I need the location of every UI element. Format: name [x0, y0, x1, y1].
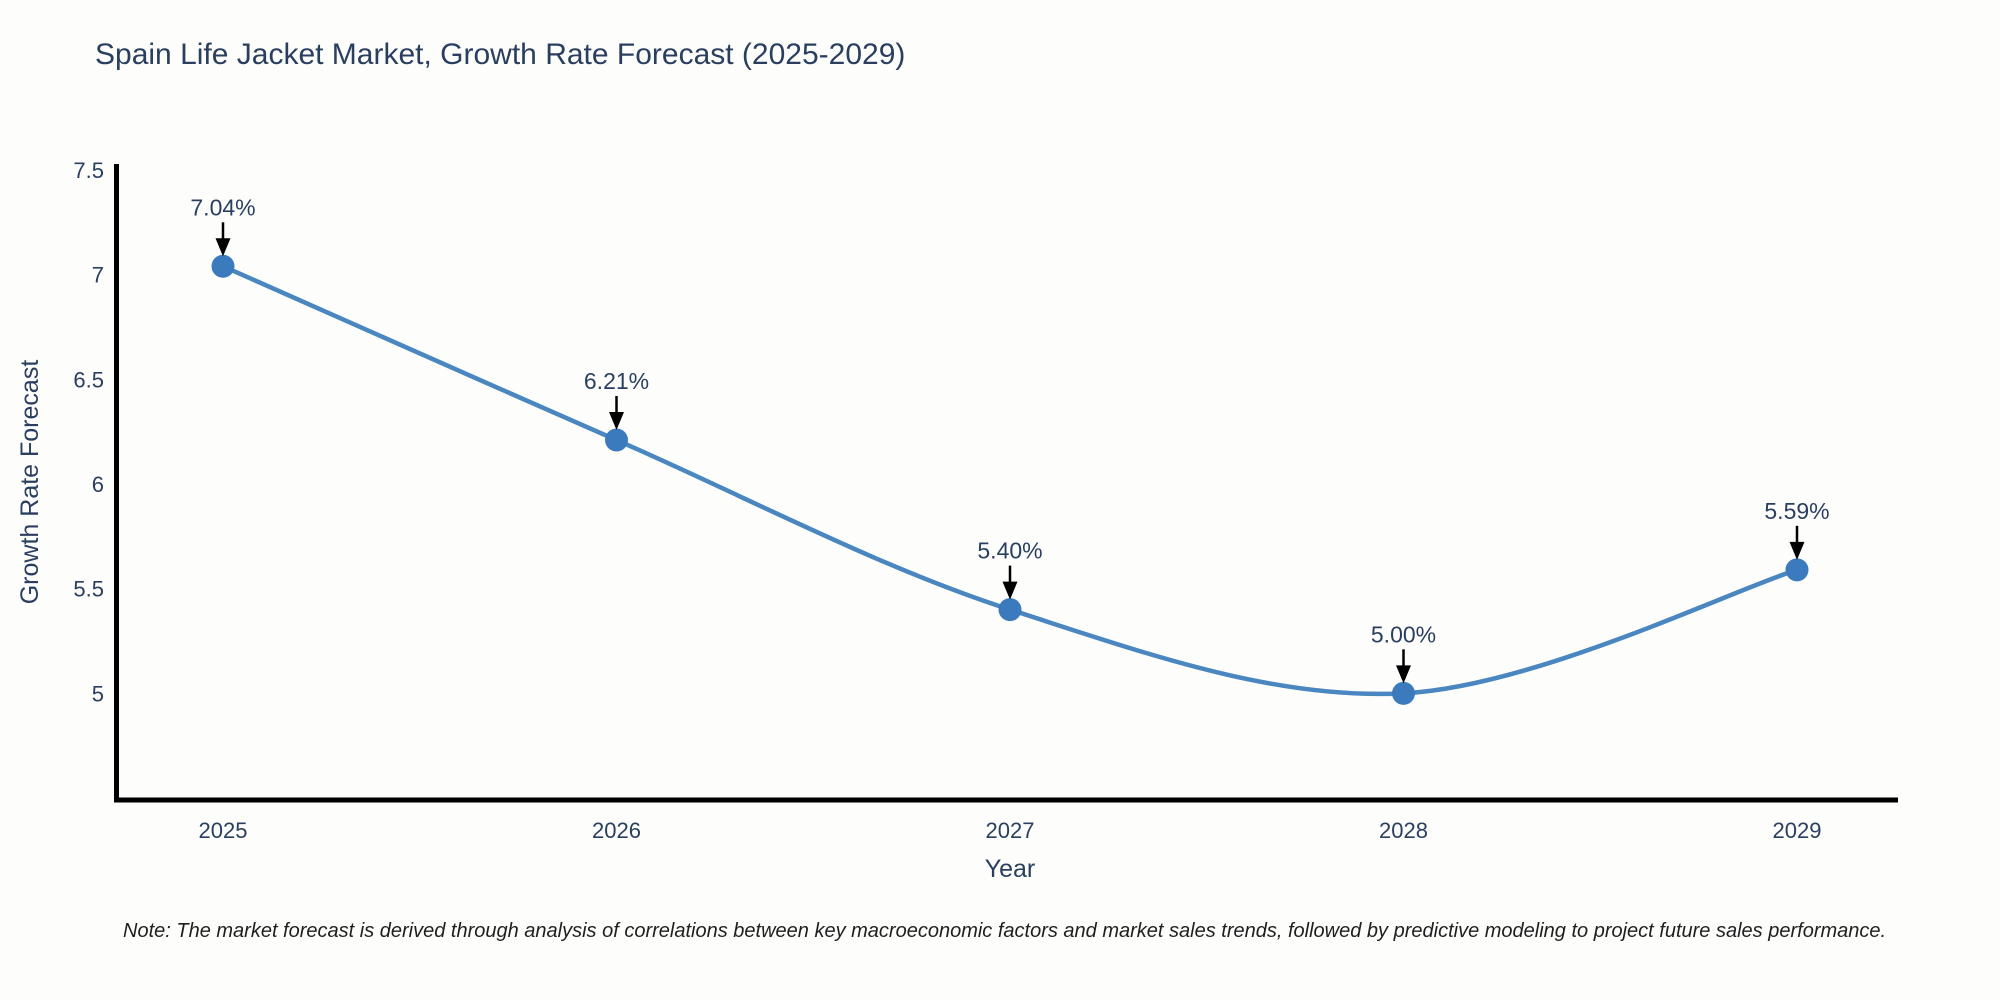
- data-point-marker: [1392, 681, 1415, 705]
- y-tick-label: 6: [92, 472, 104, 497]
- annotation-label: 5.59%: [1764, 498, 1829, 524]
- x-tick-label: 2026: [592, 818, 641, 843]
- annotation-arrowhead: [1396, 665, 1411, 684]
- forecast-line: [222, 264, 1798, 697]
- y-tick-label: 7.5: [73, 158, 104, 183]
- annotation-label: 5.00%: [1371, 621, 1436, 647]
- annotation-arrowhead: [1002, 581, 1018, 600]
- annotation-label: 7.04%: [190, 194, 255, 220]
- x-tick-label: 2027: [986, 818, 1035, 843]
- annotation-label: 6.21%: [584, 368, 649, 394]
- data-point-marker: [211, 254, 235, 278]
- x-axis-title: Year: [985, 855, 1036, 883]
- data-point-marker: [1785, 558, 1809, 582]
- annotation-arrowhead: [215, 238, 231, 257]
- y-tick-label: 5: [92, 681, 104, 706]
- x-tick-label: 2028: [1379, 818, 1428, 843]
- y-tick-label: 5.5: [73, 577, 104, 602]
- data-point-marker: [605, 428, 628, 452]
- x-tick-label: 2025: [199, 818, 248, 843]
- x-tick-label: 2029: [1773, 818, 1822, 843]
- annotation-arrowhead: [1789, 541, 1805, 560]
- footnote: Note: The market forecast is derived thr…: [123, 920, 1887, 942]
- data-point-marker: [998, 598, 1022, 622]
- annotation-arrowhead: [609, 412, 624, 431]
- y-tick-label: 7: [92, 263, 104, 288]
- chart-title: Spain Life Jacket Market, Growth Rate Fo…: [95, 38, 906, 71]
- y-tick-label: 6.5: [73, 367, 104, 392]
- annotation-label: 5.40%: [977, 538, 1042, 564]
- y-axis-title: Growth Rate Forecast: [16, 360, 44, 605]
